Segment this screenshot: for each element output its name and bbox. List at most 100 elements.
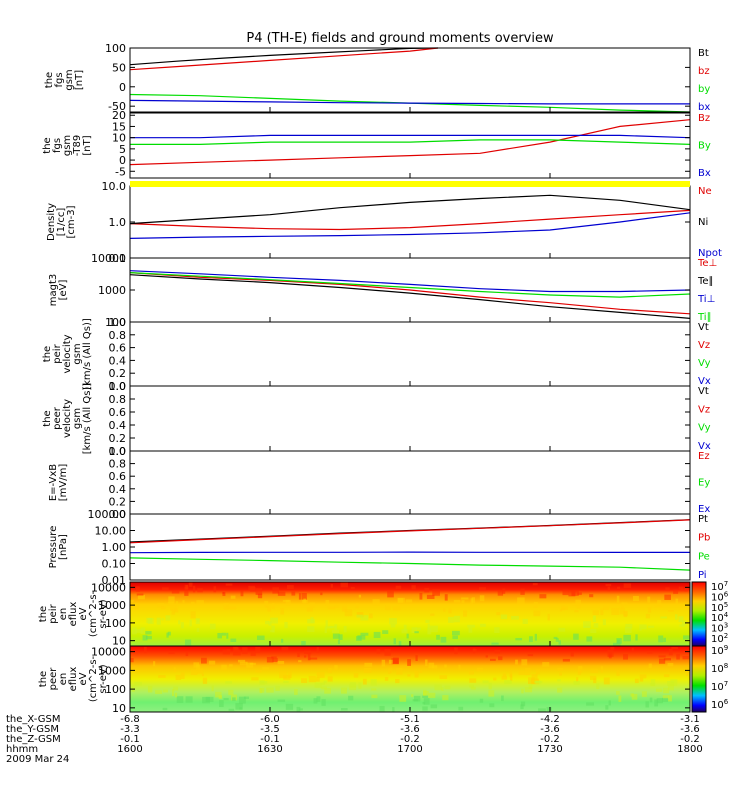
- heatmap-pixel: [145, 631, 152, 635]
- x-axis-value: -5.1: [400, 714, 420, 725]
- y-axis-label: the: [38, 671, 49, 687]
- heatmap-pixel: [623, 653, 629, 660]
- heatmap-pixel: [452, 630, 460, 636]
- heatmap-pixel: [360, 632, 369, 636]
- heatmap-pixel: [232, 649, 241, 656]
- y-axis-label: en: [58, 673, 69, 686]
- heatmap-pixel: [671, 646, 678, 650]
- heatmap-pixel: [528, 683, 533, 689]
- heatmap-pixel: [515, 637, 523, 641]
- heatmap-pixel: [617, 586, 621, 589]
- y-axis-label: fgs: [54, 72, 65, 87]
- colorbar-peir_eflux: [691, 581, 707, 647]
- heatmap-pixel: [316, 671, 325, 678]
- heatmap-pixel: [635, 634, 638, 641]
- heatmap-pixel: [423, 698, 430, 705]
- heatmap-pixel: [531, 673, 538, 680]
- y-tick-label: 100: [105, 42, 126, 55]
- heatmap-pixel: [430, 704, 438, 709]
- heatmap-pixel: [428, 692, 436, 698]
- heatmap-pixel: [485, 655, 488, 658]
- heatmap-pixel: [390, 668, 393, 674]
- legend-label: Bt: [698, 48, 709, 59]
- heatmap-pixel: [648, 663, 652, 669]
- heatmap-pixel: [176, 696, 184, 704]
- heatmap-pixel: [327, 606, 336, 610]
- heatmap-pixel: [641, 691, 647, 697]
- heatmap-pixel: [675, 614, 678, 620]
- heatmap-pixel: [327, 668, 332, 674]
- heatmap-pixel: [415, 655, 418, 662]
- heatmap-pixel: [208, 660, 216, 665]
- heatmap-pixel: [237, 659, 246, 663]
- heatmap-pixel: [498, 656, 503, 661]
- heatmap-pixel: [329, 625, 336, 629]
- y-tick-label: 5: [119, 143, 126, 156]
- heatmap-pixel: [649, 697, 653, 703]
- heatmap-pixel: [221, 664, 227, 670]
- heatmap-pixel: [436, 634, 440, 640]
- y-tick-label: -5: [115, 165, 126, 178]
- heatmap-pixel: [382, 630, 389, 635]
- heatmap-pixel: [610, 647, 615, 650]
- heatmap-pixel: [180, 672, 185, 679]
- heatmap-pixel: [222, 591, 226, 596]
- heatmap-pixel: [553, 636, 558, 640]
- legend-label: Vy: [698, 358, 711, 369]
- heatmap-pixel: [161, 606, 166, 610]
- heatmap-pixel: [471, 597, 475, 603]
- legend-label: Te∥: [697, 276, 714, 287]
- heatmap-pixel: [202, 696, 210, 704]
- heatmap-pixel: [239, 661, 248, 666]
- heatmap-pixel: [679, 624, 685, 627]
- heatmap-pixel: [266, 656, 274, 663]
- colorbar-label: 108: [711, 662, 728, 675]
- heatmap-pixel: [527, 653, 534, 657]
- heatmap-pixel: [618, 695, 622, 702]
- heatmap-pixel: [608, 652, 612, 659]
- y-tick-label: -50: [108, 100, 126, 113]
- heatmap-pixel: [371, 694, 378, 699]
- y-axis-label: peir: [48, 603, 59, 623]
- heatmap-pixel: [663, 637, 666, 643]
- heatmap-pixel: [443, 608, 446, 612]
- heatmap-pixel: [162, 707, 168, 711]
- y-axis-label: (cm^2-s-: [88, 590, 99, 637]
- x-axis-value: -0.2: [540, 734, 560, 745]
- heatmap-pixel: [260, 680, 268, 685]
- y-axis-label: magt3: [48, 274, 59, 307]
- heatmap-pixel: [426, 594, 435, 599]
- heatmap-pixel: [201, 673, 204, 677]
- y-tick-label: 100.00: [88, 508, 127, 521]
- y-tick-label: 0.2: [109, 367, 127, 380]
- heatmap-pixel: [458, 706, 464, 711]
- x-axis-value: -0.1: [120, 734, 140, 745]
- x-axis-value: -0.2: [400, 734, 420, 745]
- heatmap-pixel: [647, 596, 651, 603]
- heatmap-pixel: [680, 589, 687, 592]
- y-axis-label: eflux: [68, 667, 79, 692]
- legend-label: Pb: [698, 533, 710, 544]
- heatmap-pixel: [223, 602, 229, 610]
- y-tick-label: 0.6: [109, 342, 127, 355]
- heatmap-pixel: [529, 636, 533, 642]
- heatmap-pixel: [239, 707, 242, 710]
- x-axis-value: 1630: [257, 744, 282, 755]
- y-tick-label: 1.0: [109, 216, 127, 229]
- heatmap-pixel: [470, 686, 476, 690]
- heatmap-pixel: [350, 586, 355, 589]
- heatmap-pixel: [238, 696, 246, 704]
- heatmap-pixel: [277, 699, 286, 702]
- heatmap-pixel: [230, 638, 237, 642]
- y-tick-label: 1000: [98, 284, 126, 297]
- colorbar-exponent: 8: [724, 662, 728, 670]
- heatmap-pixel: [631, 693, 638, 700]
- heatmap-pixel: [334, 605, 340, 608]
- y-axis-label: [km/s (All Qs)]: [82, 383, 93, 455]
- heatmap-pixel: [538, 708, 546, 712]
- heatmap-pixel: [452, 635, 458, 640]
- heatmap-pixel: [401, 629, 408, 634]
- heatmap-pixel: [376, 649, 381, 654]
- heatmap-pixel: [678, 616, 684, 623]
- heatmap-pixel: [533, 610, 541, 617]
